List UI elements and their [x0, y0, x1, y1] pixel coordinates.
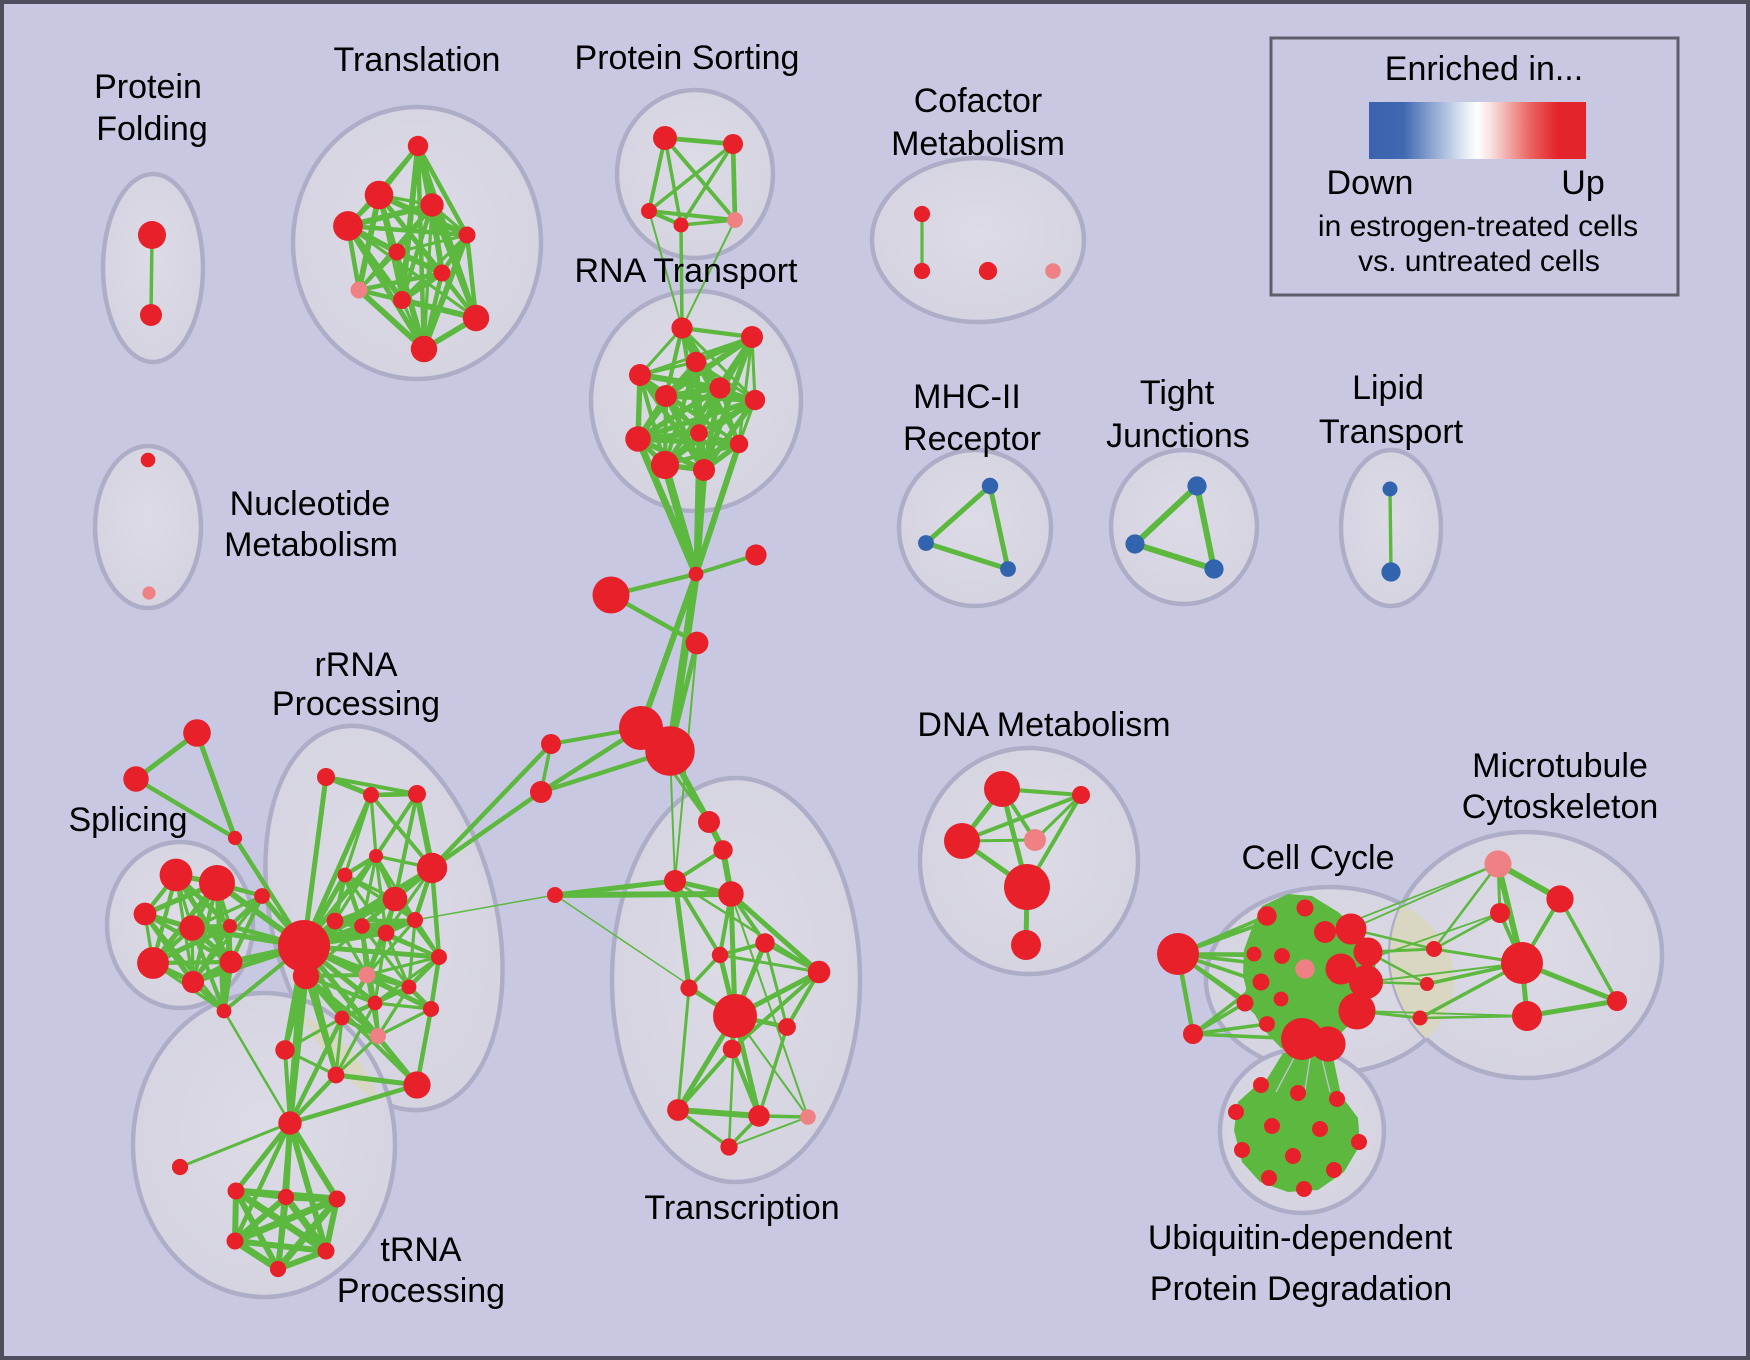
- svg-text:Transcription: Transcription: [644, 1189, 839, 1227]
- svg-text:Cytoskeleton: Cytoskeleton: [1462, 788, 1659, 826]
- svg-text:rRNA: rRNA: [314, 646, 397, 684]
- svg-text:Ubiquitin-dependent: Ubiquitin-dependent: [1148, 1219, 1453, 1257]
- svg-text:Processing: Processing: [272, 685, 440, 723]
- svg-text:in estrogen-treated cells: in estrogen-treated cells: [1318, 210, 1638, 243]
- svg-text:DNA Metabolism: DNA Metabolism: [917, 706, 1170, 744]
- svg-text:Metabolism: Metabolism: [891, 125, 1065, 163]
- svg-text:Protein Degradation: Protein Degradation: [1150, 1270, 1452, 1308]
- svg-text:Microtubule: Microtubule: [1472, 747, 1648, 785]
- svg-text:vs. untreated cells: vs. untreated cells: [1358, 245, 1600, 278]
- svg-text:RNA Transport: RNA Transport: [575, 252, 799, 290]
- svg-text:Processing: Processing: [337, 1272, 505, 1310]
- svg-text:tRNA: tRNA: [380, 1231, 462, 1269]
- svg-text:Tight: Tight: [1140, 374, 1215, 412]
- svg-text:Receptor: Receptor: [903, 420, 1041, 458]
- svg-text:Translation: Translation: [334, 41, 501, 79]
- svg-text:Up: Up: [1561, 164, 1604, 202]
- svg-text:Cofactor: Cofactor: [914, 82, 1043, 120]
- svg-text:Transport: Transport: [1319, 413, 1464, 451]
- svg-text:Metabolism: Metabolism: [224, 526, 398, 564]
- svg-text:Down: Down: [1327, 164, 1414, 202]
- svg-text:Splicing: Splicing: [68, 801, 187, 839]
- svg-text:Enriched in...: Enriched in...: [1385, 50, 1583, 88]
- svg-text:Protein: Protein: [94, 68, 202, 106]
- svg-text:Folding: Folding: [96, 110, 208, 148]
- svg-text:Junctions: Junctions: [1106, 417, 1250, 455]
- svg-text:MHC-II: MHC-II: [913, 378, 1021, 416]
- svg-text:Lipid: Lipid: [1352, 369, 1424, 407]
- svg-text:Protein Sorting: Protein Sorting: [575, 39, 800, 77]
- svg-text:Cell Cycle: Cell Cycle: [1241, 839, 1394, 877]
- svg-text:Nucleotide: Nucleotide: [230, 485, 391, 523]
